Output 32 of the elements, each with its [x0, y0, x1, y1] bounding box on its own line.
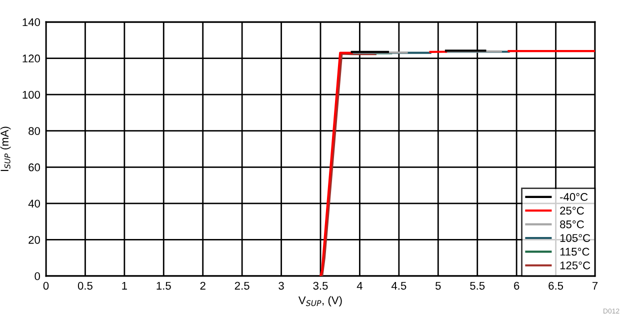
x-tick-label: 0.5: [78, 282, 92, 290]
x-tick-label: 2: [200, 282, 206, 290]
x-tick-label: 7: [592, 282, 598, 290]
y-tick-label: 0: [34, 272, 40, 280]
x-tick-label: 6: [514, 282, 520, 290]
x-tick-label: 3.5: [313, 282, 328, 290]
x-tick-label: 5.5: [470, 282, 485, 290]
line-series: [321, 52, 376, 276]
x-tick-label: 6.5: [548, 282, 564, 290]
y-tick-label: 20: [28, 236, 40, 244]
y-tick-label: 60: [28, 163, 40, 172]
x-tick-label: 1.5: [156, 282, 171, 290]
legend-label: 105°C: [560, 234, 590, 242]
y-axis-title: I$_{SUP}$ (mA): [0, 126, 11, 171]
legend-label: 85°C: [560, 220, 584, 228]
x-tick-label: 5: [436, 282, 441, 290]
x-tick-label: 4: [356, 282, 362, 290]
legend-label: 115°C: [560, 248, 590, 256]
x-tick-label: 4.5: [391, 282, 406, 290]
y-tick-label: 80: [28, 127, 40, 135]
x-tick-label: 0: [43, 282, 49, 290]
x-axis-title: V$_{SUP}$, (V): [298, 296, 342, 306]
legend-label: 125°C: [560, 261, 590, 270]
y-tick-label: 120: [22, 54, 40, 62]
x-tick-label: 1: [122, 282, 127, 290]
x-tick-label: 2.5: [234, 282, 250, 290]
y-tick-label: 140: [22, 18, 40, 26]
legend-label: 25°C: [560, 206, 584, 215]
legend-label: -40°C: [560, 193, 588, 201]
y-tick-label: 40: [28, 200, 40, 208]
y-tick-label: 100: [22, 90, 40, 99]
x-tick-label: 3: [278, 282, 284, 290]
